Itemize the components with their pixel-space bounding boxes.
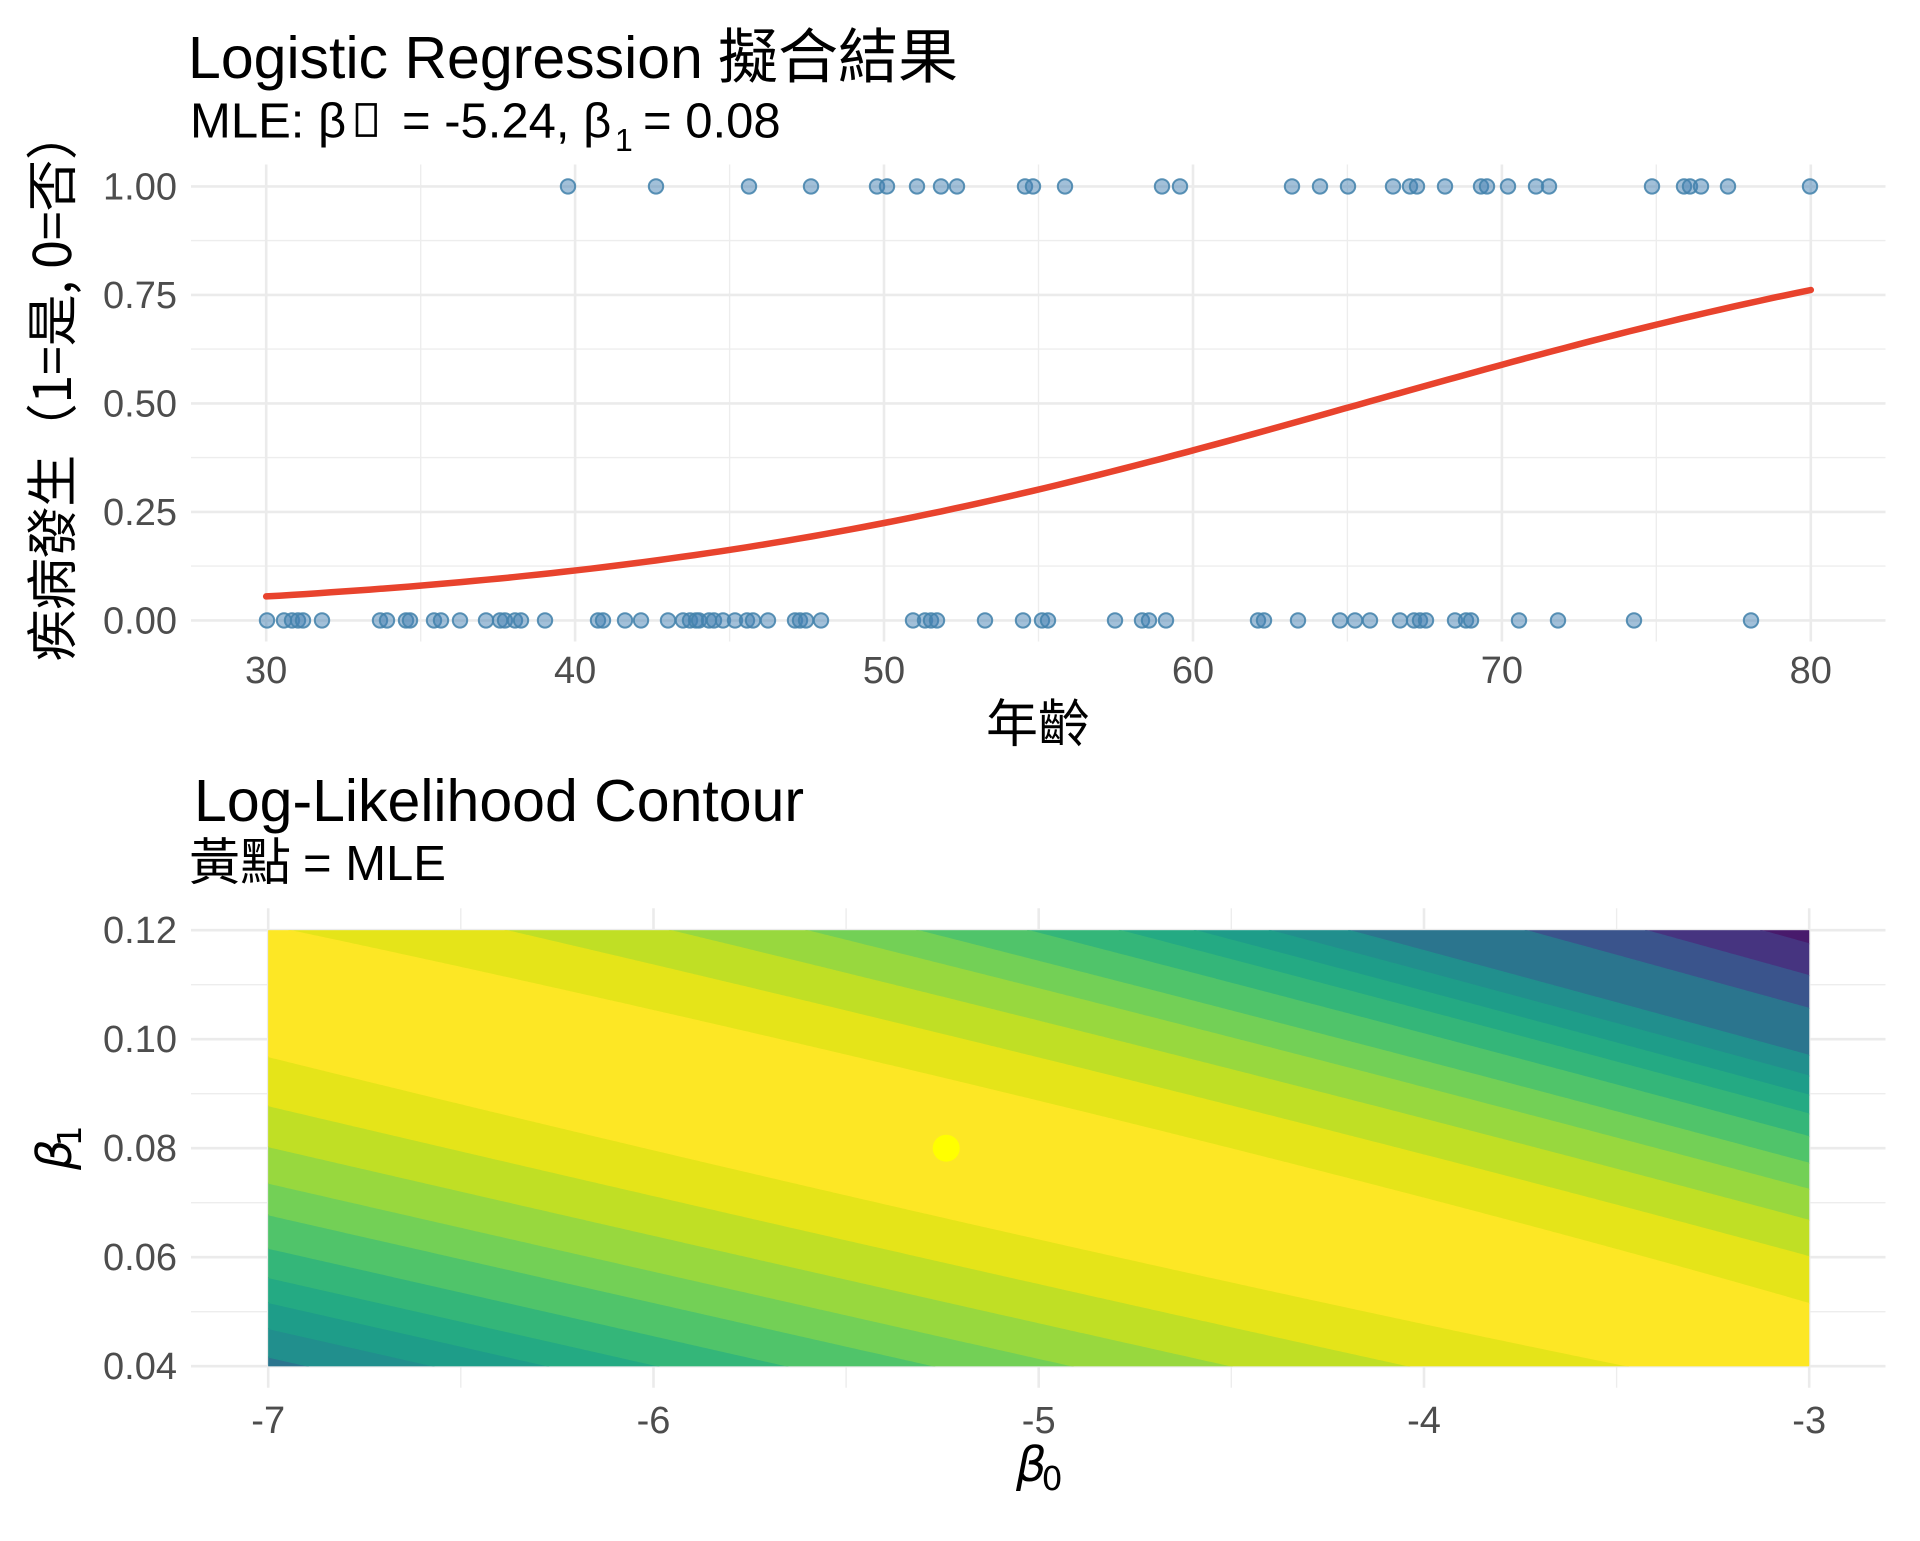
svg-text:0.08: 0.08 (103, 1128, 177, 1170)
svg-text:= -5.24, β: = -5.24, β (402, 95, 611, 149)
svg-text:80: 80 (1790, 650, 1832, 692)
svg-text:Log-Likelihood Contour: Log-Likelihood Contour (194, 768, 804, 834)
svg-text:0.50: 0.50 (103, 383, 177, 425)
svg-text:0.10: 0.10 (103, 1019, 177, 1061)
svg-text:0.00: 0.00 (103, 600, 177, 642)
svg-text:MLE: β: MLE: β (190, 95, 346, 149)
svg-text:-5: -5 (1022, 1400, 1056, 1442)
svg-text:60: 60 (1172, 650, 1214, 692)
svg-text:0.75: 0.75 (103, 275, 177, 317)
svg-text:-6: -6 (637, 1400, 671, 1442)
svg-text:50: 50 (863, 650, 905, 692)
svg-text:40: 40 (554, 650, 596, 692)
svg-text:0.06: 0.06 (103, 1237, 177, 1279)
svg-text:-3: -3 (1792, 1400, 1826, 1442)
svg-text:-4: -4 (1407, 1400, 1441, 1442)
svg-text:30: 30 (245, 650, 287, 692)
svg-text:1.00: 1.00 (103, 166, 177, 208)
svg-text:70: 70 (1481, 650, 1523, 692)
svg-text:= MLE: = MLE (303, 837, 446, 891)
svg-text:-7: -7 (251, 1400, 285, 1442)
svg-text:0.04: 0.04 (103, 1346, 177, 1388)
svg-text:= 0.08: = 0.08 (643, 95, 781, 149)
svg-text:Logistic Regression: Logistic Regression (188, 25, 703, 91)
svg-text:0.12: 0.12 (103, 910, 177, 952)
svg-text:0.25: 0.25 (103, 492, 177, 534)
